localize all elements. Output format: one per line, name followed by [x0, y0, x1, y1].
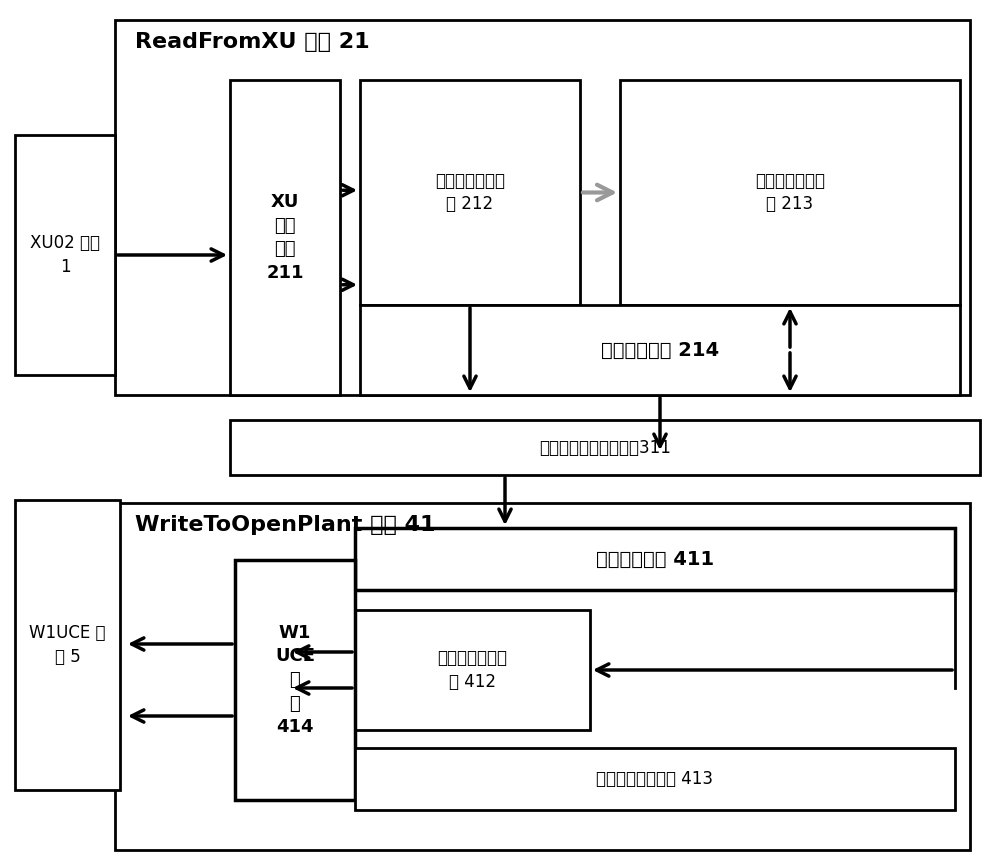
Text: 数据接收缓存模块 413: 数据接收缓存模块 413	[596, 770, 714, 788]
Bar	[360, 80, 580, 305]
Text: XU02 系统
1: XU02 系统 1	[30, 234, 100, 276]
Bar	[230, 420, 980, 475]
Bar	[230, 80, 340, 395]
Bar	[115, 20, 970, 395]
Text: WriteToOpenPlant 模块 41: WriteToOpenPlant 模块 41	[135, 515, 436, 535]
Bar	[235, 560, 355, 800]
Text: W1
UCE
接
口
414: W1 UCE 接 口 414	[275, 624, 315, 736]
Text: 数据采集缓存模
块 213: 数据采集缓存模 块 213	[755, 172, 825, 213]
Bar	[15, 500, 120, 790]
Text: 数据发送模块 214: 数据发送模块 214	[601, 341, 719, 360]
Bar	[355, 610, 590, 730]
Text: W1UCE 系
统 5: W1UCE 系 统 5	[29, 624, 106, 665]
Bar	[620, 80, 960, 305]
Bar	[355, 748, 955, 810]
Text: ReadFromXU 模块 21: ReadFromXU 模块 21	[135, 32, 370, 52]
Text: 物理隔离装置（网闸）311: 物理隔离装置（网闸）311	[539, 438, 671, 457]
Text: 数据接收模块 411: 数据接收模块 411	[596, 550, 714, 569]
Bar	[115, 503, 970, 850]
Text: 数据接收共享模
块 412: 数据接收共享模 块 412	[438, 649, 508, 690]
Bar	[15, 135, 115, 375]
Text: XU
接口
模块
211: XU 接口 模块 211	[266, 193, 304, 282]
Text: 数据采集共享模
块 212: 数据采集共享模 块 212	[435, 172, 505, 213]
Bar	[355, 528, 955, 590]
Bar	[360, 305, 960, 395]
